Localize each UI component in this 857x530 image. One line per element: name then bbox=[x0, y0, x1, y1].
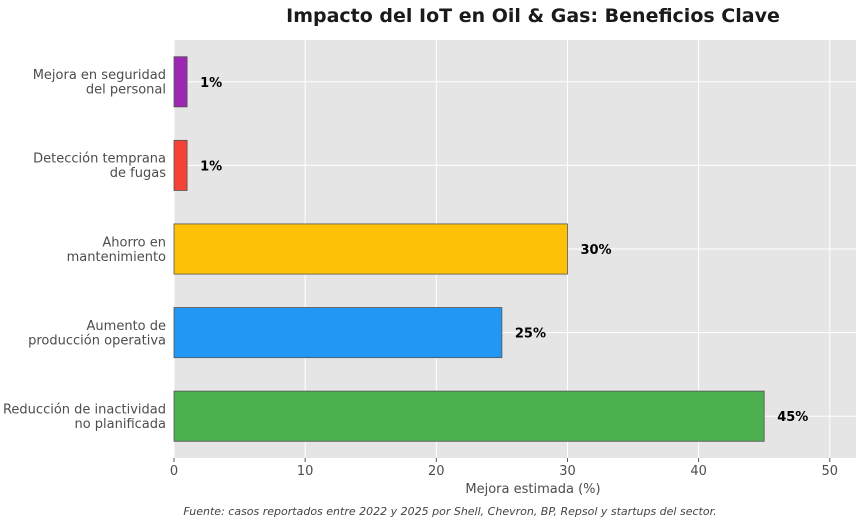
category-label: Detección temprana de fugas bbox=[33, 152, 166, 182]
x-tick-label: 0 bbox=[170, 464, 178, 479]
bar bbox=[173, 307, 503, 359]
source-note: Fuente: casos reportados entre 2022 y 20… bbox=[183, 505, 716, 518]
x-ticks: 0 10 20 30 40 50 bbox=[170, 458, 838, 479]
x-tick-label: 10 bbox=[297, 464, 314, 479]
x-tick-label: 50 bbox=[821, 464, 838, 479]
bar-value-label: 1% bbox=[200, 76, 222, 91]
category-label: Reducción de inactividad no planificada bbox=[3, 402, 166, 432]
category-label: Mejora en seguridad del personal bbox=[33, 68, 166, 98]
x-axis-label: Mejora estimada (%) bbox=[465, 482, 600, 497]
x-tick-label: 40 bbox=[690, 464, 707, 479]
chart-title: Impacto del IoT en Oil & Gas: Beneficios… bbox=[286, 5, 780, 27]
bars-group: 45% 25% 30% 1% 1% bbox=[173, 56, 808, 442]
x-tick-label: 20 bbox=[428, 464, 445, 479]
bar-value-label: 1% bbox=[200, 159, 222, 174]
category-label: Ahorro en mantenimiento bbox=[67, 235, 166, 265]
bar-value-label: 45% bbox=[777, 410, 808, 425]
bar-value-label: 25% bbox=[515, 327, 546, 342]
bar bbox=[173, 390, 765, 442]
bar-value-label: 30% bbox=[580, 243, 611, 258]
bar bbox=[173, 223, 568, 275]
x-tick-label: 30 bbox=[559, 464, 576, 479]
category-label: Aumento de producción operativa bbox=[28, 319, 166, 349]
category-labels: Reducción de inactividad no planificada Au… bbox=[3, 68, 166, 432]
bar bbox=[173, 139, 188, 191]
bar bbox=[173, 56, 188, 108]
